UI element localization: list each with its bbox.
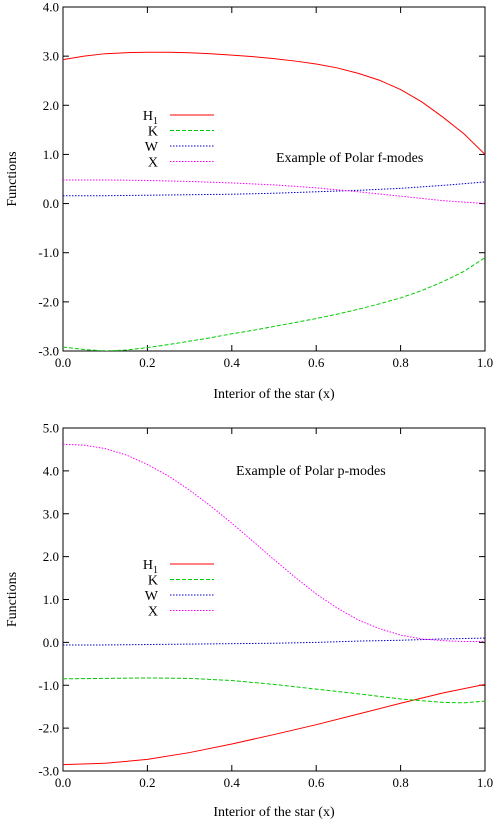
chart0-plot-frame (62, 6, 486, 352)
chart1-y-tick-label: -1.0 (38, 678, 59, 693)
chart1-legend-label: H1 (143, 558, 158, 576)
chart0-y-tick-label: -3.0 (38, 344, 59, 359)
chart1-y-tick-label: 3.0 (43, 506, 59, 521)
chart1-plot-frame (62, 427, 486, 772)
chart1-annotation: Example of Polar p-modes (236, 464, 386, 479)
chart1-x-tick-label: 0.6 (308, 775, 325, 790)
chart0-legend-label: X (148, 156, 158, 171)
chart1-y-tick-label: 0.0 (43, 635, 59, 650)
chart1-y-tick-label: -3.0 (38, 764, 59, 779)
chart0-y-tick-label: 3.0 (43, 49, 59, 64)
chart0-x-tick-label: 0.2 (139, 355, 155, 370)
chart0-series-w-line (63, 181, 485, 197)
chart1-x-axis-label: Interior of the star (x) (213, 805, 335, 820)
chart0-y-tick-label: -1.0 (38, 245, 59, 260)
chart0-x-tick-label: 0.8 (392, 355, 408, 370)
chart0-series-h-line (63, 51, 485, 155)
chart1-series-k-line (63, 677, 485, 704)
chart1-legend-label: K (148, 574, 158, 589)
chart1-series-x-line (63, 443, 485, 643)
chart1-y-axis-label: Functions (5, 572, 20, 627)
chart1-x-tick-label: 0.4 (224, 775, 241, 790)
chart0-x-axis-label: Interior of the star (x) (213, 387, 335, 402)
chart1-series-w-line (63, 637, 485, 646)
chart1-x-tick-label: 1.0 (477, 775, 493, 790)
chart1-x-tick-label: 0.2 (139, 775, 155, 790)
chart0-y-axis-label: Functions (5, 151, 20, 206)
chart-polar-f-modes: 0.0 0.2 0.4 0.6 0.8 1.0 -3.0 -2.0 -1.0 0.0 1.0 2.0 3… (5, 0, 493, 402)
chart0-series-k-line (63, 257, 485, 351)
chart0-y-tick-label: 1.0 (43, 147, 59, 162)
chart0-series-x-line (63, 179, 485, 205)
chart1-y-tick-label: 1.0 (43, 592, 59, 607)
chart0-x-tick-label: 1.0 (477, 355, 493, 370)
chart1-y-tick-label: 4.0 (43, 463, 59, 478)
chart1-y-tick-label: 5.0 (43, 421, 59, 436)
chart1-x-tick-label: 0.0 (55, 775, 71, 790)
chart0-x-tick-label: 0.6 (308, 355, 325, 370)
chart0-legend-label: K (148, 125, 158, 140)
chart1-y-tick-label: 2.0 (43, 549, 59, 564)
chart1-x-tick-label: 0.8 (392, 775, 408, 790)
chart0-y-tick-label: 4.0 (43, 0, 59, 15)
chart0-y-tick-label: 2.0 (43, 98, 59, 113)
chart0-legend-label: H1 (143, 109, 158, 127)
chart1-y-tick-label: -2.0 (38, 721, 59, 736)
chart0-y-tick-label: -2.0 (38, 294, 59, 309)
chart-polar-p-modes: 0.0 0.2 0.4 0.6 0.8 1.0 -3.0 -2.0 -1.0 0.0 1.0 2.0 3… (5, 421, 493, 821)
chart1-legend-label: W (145, 589, 159, 604)
chart0-y-tick-label: 0.0 (43, 196, 59, 211)
chart0-annotation: Example of Polar f-modes (276, 151, 423, 166)
chart1-legend-label: X (148, 605, 158, 620)
chart0-x-tick-label: 0.0 (55, 355, 71, 370)
chart0-legend-label: W (145, 140, 159, 155)
chart0-x-tick-label: 0.4 (224, 355, 241, 370)
chart1-series-h-line (63, 683, 485, 766)
